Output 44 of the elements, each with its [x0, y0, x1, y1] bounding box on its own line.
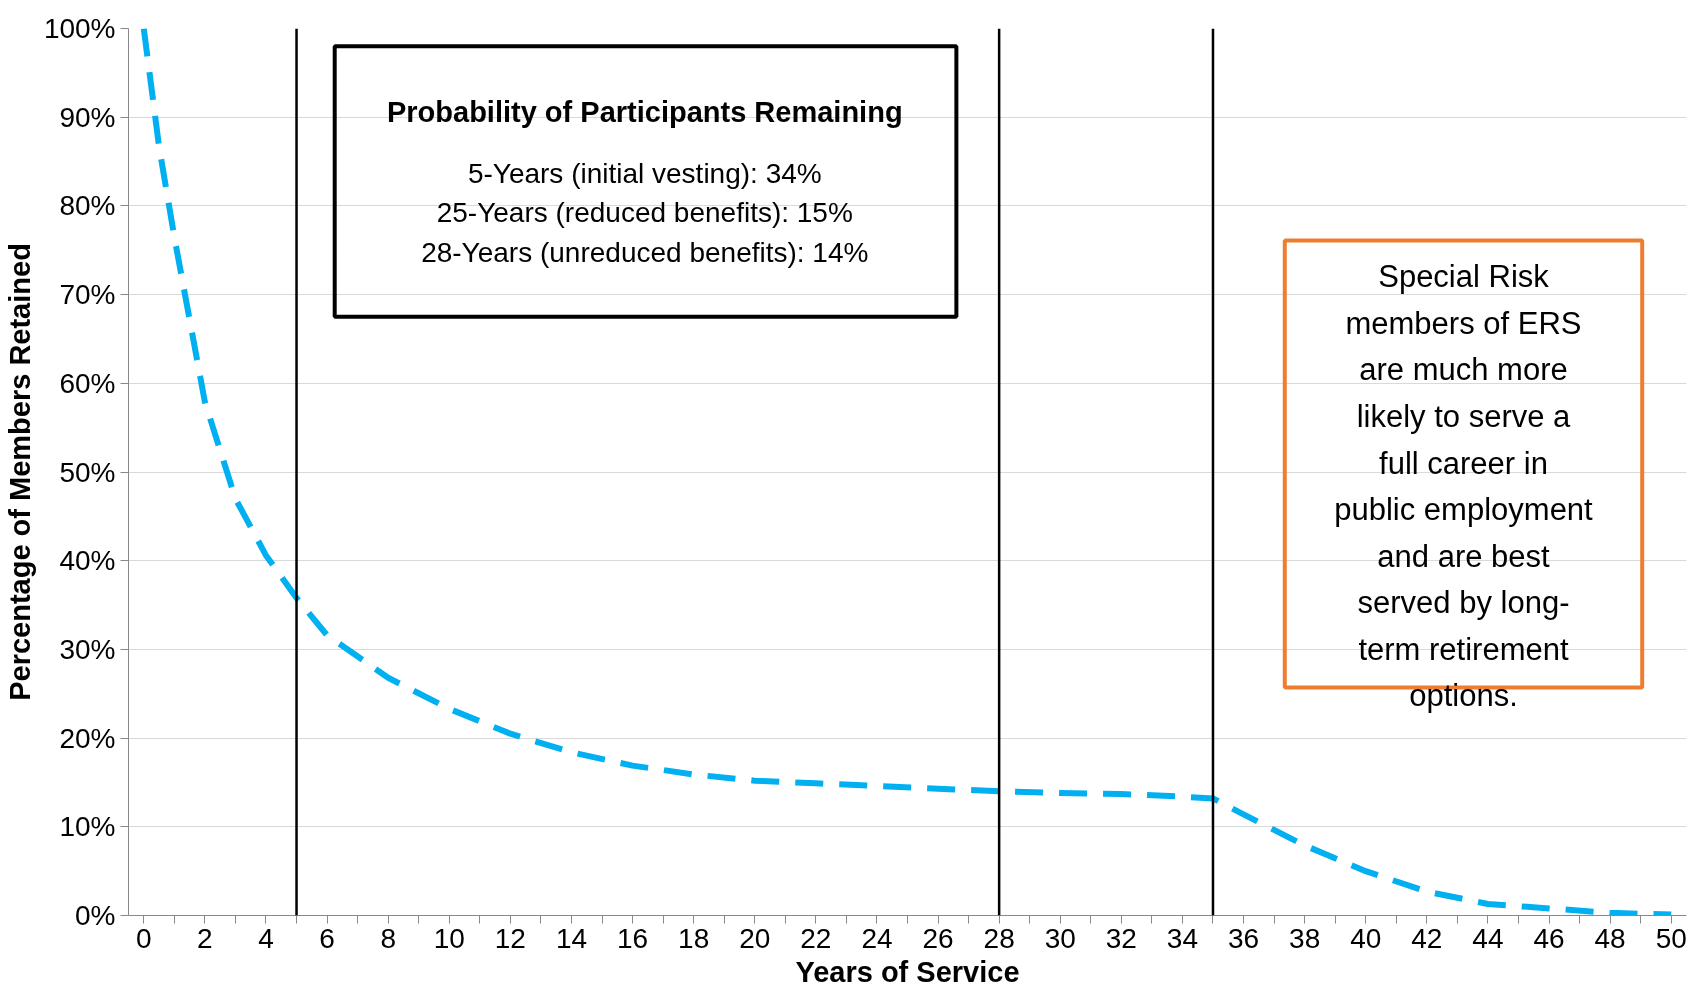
y-tick-label: 0%: [75, 900, 116, 931]
x-tick-label: 38: [1289, 922, 1321, 954]
x-tick-label: 44: [1472, 922, 1504, 954]
x-tick-label: 34: [1166, 922, 1199, 954]
x-tick-label: 12: [494, 922, 526, 954]
x-tick-label: 30: [1044, 922, 1076, 954]
x-axis-title: Years of Service: [795, 955, 1020, 988]
x-tick-label: 10: [433, 922, 465, 954]
x-tick-label: 14: [555, 922, 588, 954]
y-axis-title: Percentage of Members Retained: [3, 243, 36, 701]
y-tick-label: 20%: [59, 722, 116, 754]
annotation: 25-Years (reduced benefits): 15%: [436, 197, 853, 229]
y-tick-label: 90%: [59, 101, 116, 133]
text: Special Risk members of ERS are much more likely to serve a full career in public employment and are best served by long-term retirement options.: [1334, 259, 1593, 714]
x-tick-label: 8: [380, 922, 396, 954]
annotation: 5-Years (initial vesting): 34%: [467, 157, 822, 189]
x-tick-label: 48: [1594, 922, 1626, 954]
y-tick-label: 50%: [59, 456, 116, 488]
x-tick-label: 4: [258, 922, 274, 954]
x-tick-label: 28: [983, 922, 1015, 954]
x-tick-label: 16: [616, 922, 649, 954]
y-tick-label: 70%: [59, 279, 116, 311]
y-tick-label: 100%: [43, 13, 116, 44]
x-tick-label: 20: [739, 922, 771, 954]
x-tick-label: 18: [678, 922, 710, 954]
y-tick-label: 30%: [59, 633, 116, 665]
x-tick-label: 22: [800, 922, 832, 954]
x-tick-label: 2: [197, 922, 213, 954]
y-tick-label: 10%: [59, 811, 116, 843]
y-tick-label: 60%: [59, 367, 116, 399]
x-tick-label: 42: [1411, 922, 1443, 954]
annotation: Probability of Participants Remaining: [386, 95, 903, 128]
x-tick-label: 32: [1105, 922, 1137, 954]
annotation: 28-Years (unreduced benefits): 14%: [421, 237, 869, 269]
x-tick-label: 50: [1655, 922, 1687, 954]
x-tick-label: 46: [1533, 922, 1565, 954]
x-tick-label: 40: [1350, 922, 1382, 954]
x-tick-label: 36: [1227, 922, 1260, 954]
x-tick-label: 26: [922, 922, 954, 954]
y-tick-label: 40%: [59, 545, 116, 577]
y-tick-label: 80%: [59, 190, 116, 222]
x-tick-label: 0: [135, 922, 152, 954]
x-tick-label: 24: [861, 922, 893, 954]
x-tick-label: 6: [319, 922, 335, 954]
